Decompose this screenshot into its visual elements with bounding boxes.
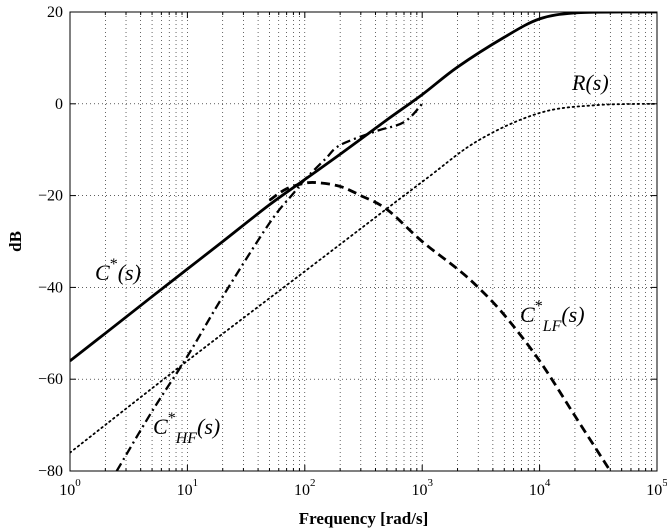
x-tick-label: 103 xyxy=(411,477,433,499)
curve-label-c-star: C*(s) xyxy=(95,256,141,285)
curve-label-r: R(s) xyxy=(571,70,609,95)
x-tick-label: 100 xyxy=(59,477,81,499)
x-tick-labels: 100 101 102 103 104 105 xyxy=(59,477,667,499)
y-tick-label: −40 xyxy=(38,279,63,296)
series-c-star-line xyxy=(70,12,657,362)
y-tick-label: −20 xyxy=(38,188,63,205)
x-tick-label: 105 xyxy=(646,477,667,499)
x-tick-label: 104 xyxy=(529,477,551,499)
grid-lines xyxy=(70,12,657,471)
y-tick-label: 20 xyxy=(47,4,63,21)
curve-label-c-hf-star: C*HF(s) xyxy=(153,410,220,447)
x-tick-label: 101 xyxy=(177,477,199,499)
plot-frame xyxy=(69,11,658,472)
series-lines xyxy=(70,12,657,471)
series-c-hf-star-line xyxy=(115,102,424,471)
y-tick-label: 0 xyxy=(55,96,63,113)
x-axis-label: Frequency [rad/s] xyxy=(299,509,429,528)
y-tick-label: −60 xyxy=(38,371,63,388)
y-tick-labels: 20 0 −20 −40 −60 −80 xyxy=(38,4,63,480)
curve-labels: C*(s) R(s) C*LF(s) C*HF(s) xyxy=(95,70,609,447)
x-tick-label: 102 xyxy=(294,477,316,499)
curve-label-c-lf-star: C*LF(s) xyxy=(520,298,585,335)
y-tick-label: −80 xyxy=(38,463,63,480)
y-axis-label: dB xyxy=(6,231,25,252)
series-c-lf-star-line xyxy=(268,180,612,471)
series-r-line xyxy=(70,102,657,454)
